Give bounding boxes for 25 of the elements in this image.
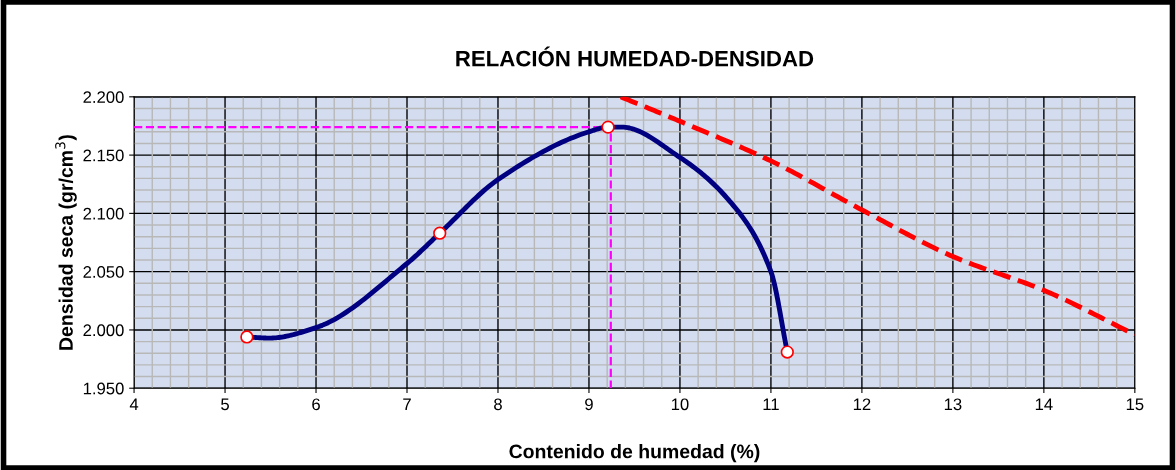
x-tick-label: 7 bbox=[403, 398, 411, 411]
x-tick-label: 10 bbox=[671, 398, 689, 411]
x-tick-label: 14 bbox=[1035, 398, 1053, 411]
x-tick-label: 4 bbox=[129, 398, 139, 411]
y-tick-label: 2.200 bbox=[83, 91, 124, 104]
x-axis-title: Contenido de humedad (%) bbox=[509, 444, 760, 463]
y-tick-label: 2.150 bbox=[83, 149, 124, 162]
point bbox=[780, 345, 794, 359]
x-tick-label: 5 bbox=[221, 398, 229, 411]
x-tick-label: 12 bbox=[853, 398, 871, 411]
point bbox=[433, 226, 447, 240]
chart-title: RELACIÓN HUMEDAD-DENSIDAD bbox=[456, 46, 814, 67]
y-tick-label: 2.000 bbox=[83, 324, 124, 337]
x-tick-label: 13 bbox=[944, 398, 962, 411]
y-tick-label: 2.100 bbox=[83, 207, 124, 220]
x-tick-label: 8 bbox=[494, 398, 502, 411]
x-tick-label: 15 bbox=[1126, 398, 1144, 411]
y-tick-label: 2.050 bbox=[83, 266, 124, 278]
y-tick-label: 1.950 bbox=[83, 382, 124, 395]
point bbox=[240, 330, 254, 344]
y-axis-title: Densidad seca (gr/cm$^{3}$) bbox=[55, 135, 77, 350]
point bbox=[601, 120, 615, 134]
x-tick-label: 6 bbox=[312, 398, 320, 411]
x-tick-label: 9 bbox=[585, 398, 593, 411]
x-tick-label: 11 bbox=[763, 398, 779, 411]
